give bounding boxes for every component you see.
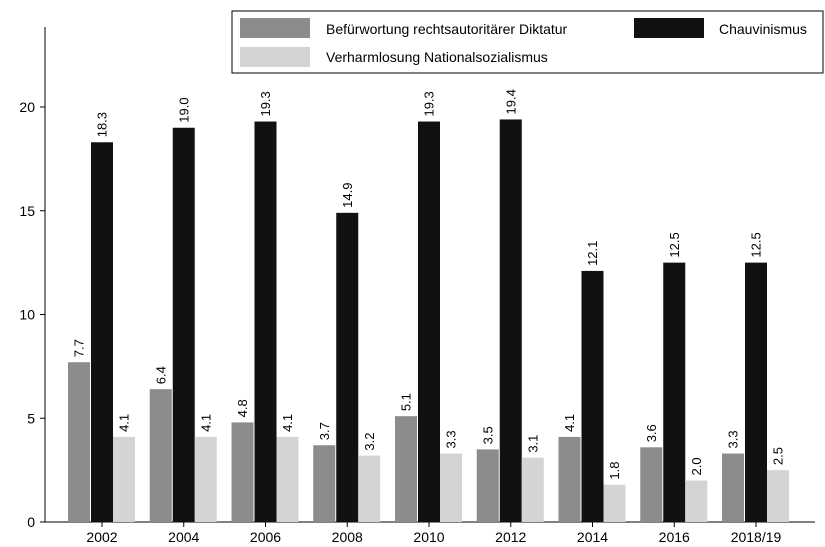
bar-series-0-2012	[476, 449, 499, 522]
bar-series-1-2008	[336, 212, 359, 522]
data-label: 19.3	[422, 91, 437, 116]
bar-series-0-2010	[395, 416, 417, 522]
data-label: 19.0	[176, 97, 191, 122]
bar-series-2-2016	[685, 480, 708, 522]
y-axis-ticks: 0 5 10 15 20	[19, 99, 45, 530]
bar-series-1-2014	[581, 270, 604, 522]
legend-label-nationalsozialismus: Verharmlosung Nationalsozialismus	[326, 49, 548, 65]
x-tick-label: 2006	[250, 529, 281, 545]
data-label: 19.3	[258, 91, 273, 116]
bar-series-0-2006	[231, 422, 254, 522]
data-label: 3.1	[525, 435, 540, 453]
bars	[68, 119, 789, 523]
data-label: 3.3	[444, 430, 459, 448]
data-label: 14.9	[340, 183, 355, 208]
bar-series-1-2010	[418, 121, 440, 523]
bar-series-0-2014	[558, 436, 581, 522]
data-label: 12.5	[749, 232, 764, 257]
bar-series-0-2004	[149, 389, 172, 522]
y-tick-label: 15	[19, 203, 35, 219]
data-label: 4.1	[280, 414, 295, 432]
bar-series-2-2014	[603, 484, 626, 522]
bar-series-2-2002	[113, 436, 135, 522]
y-tick-label: 20	[19, 99, 35, 115]
data-label: 4.8	[235, 399, 250, 417]
bar-series-2-2008	[358, 455, 381, 522]
bar-series-1-2002	[91, 142, 113, 522]
bar-series-0-2002	[68, 362, 90, 522]
data-labels: 7.7 18.3 4.1 6.4 19.0 4.1 4.8 19.3 4.1 3.7 14.9 3.2…	[72, 89, 786, 480]
data-label: 12.1	[585, 241, 600, 266]
bar-series-1-2016	[663, 262, 686, 522]
bar-series-2-2018-19	[767, 470, 789, 522]
data-label: 12.5	[667, 232, 682, 257]
bar-series-2-2004	[194, 436, 217, 522]
legend-swatch-nationalsozialismus	[240, 47, 310, 67]
x-tick-label: 2008	[332, 529, 363, 545]
data-label: 19.4	[503, 89, 518, 114]
x-axis-ticks: 2002 2004 2006 2008 2010 2012 2014 2016 2018/19	[86, 522, 782, 545]
legend-label-chauvinismus: Chauvinismus	[719, 21, 807, 37]
bar-series-2-2006	[276, 436, 299, 522]
data-label: 3.7	[317, 422, 332, 440]
legend-swatch-diktatur	[240, 18, 310, 38]
bar-series-1-2012	[499, 119, 522, 522]
data-label: 6.4	[153, 366, 168, 384]
bar-series-2-2010	[440, 453, 462, 522]
data-label: 3.5	[480, 426, 495, 444]
legend-swatch-chauvinismus	[634, 18, 704, 38]
data-label: 3.6	[644, 424, 659, 442]
legend-box	[231, 10, 824, 74]
data-label: 4.1	[562, 414, 577, 432]
x-tick-label: 2002	[86, 529, 117, 545]
data-label: 2.5	[771, 447, 786, 465]
y-tick-label: 0	[27, 514, 35, 530]
plot-area: 0 5 10 15 20 7.7 18.3 4.1 6.4 19.0 4.1 4.8 19.3 4.1 3…	[19, 27, 815, 545]
data-label: 3.2	[362, 433, 377, 451]
x-tick-label: 2014	[577, 529, 608, 545]
data-label: 5.1	[399, 393, 414, 411]
data-label: 4.1	[198, 414, 213, 432]
bar-series-1-2004	[172, 127, 195, 522]
data-label: 18.3	[95, 112, 110, 137]
data-label: 4.1	[117, 414, 132, 432]
bar-series-1-2006	[254, 121, 277, 523]
data-label: 7.7	[72, 339, 87, 357]
bar-series-0-2016	[640, 447, 663, 522]
data-label: 3.3	[726, 430, 741, 448]
data-label: 1.8	[607, 462, 622, 480]
x-tick-label: 2018/19	[731, 529, 782, 545]
data-label: 2.0	[689, 457, 704, 475]
bar-series-0-2008	[313, 445, 336, 522]
x-tick-label: 2012	[495, 529, 526, 545]
x-tick-label: 2016	[659, 529, 690, 545]
bar-series-2-2012	[521, 457, 544, 522]
legend-label-diktatur: Befürwortung rechtsautoritärer Diktatur	[326, 21, 568, 37]
y-tick-label: 5	[27, 410, 35, 426]
bar-series-0-2018-19	[722, 453, 744, 522]
x-tick-label: 2010	[413, 529, 444, 545]
bar-series-1-2018-19	[745, 262, 767, 522]
legend: Befürwortung rechtsautoritärer Diktatur …	[231, 10, 824, 74]
x-tick-label: 2004	[168, 529, 199, 545]
y-tick-label: 10	[19, 307, 35, 323]
